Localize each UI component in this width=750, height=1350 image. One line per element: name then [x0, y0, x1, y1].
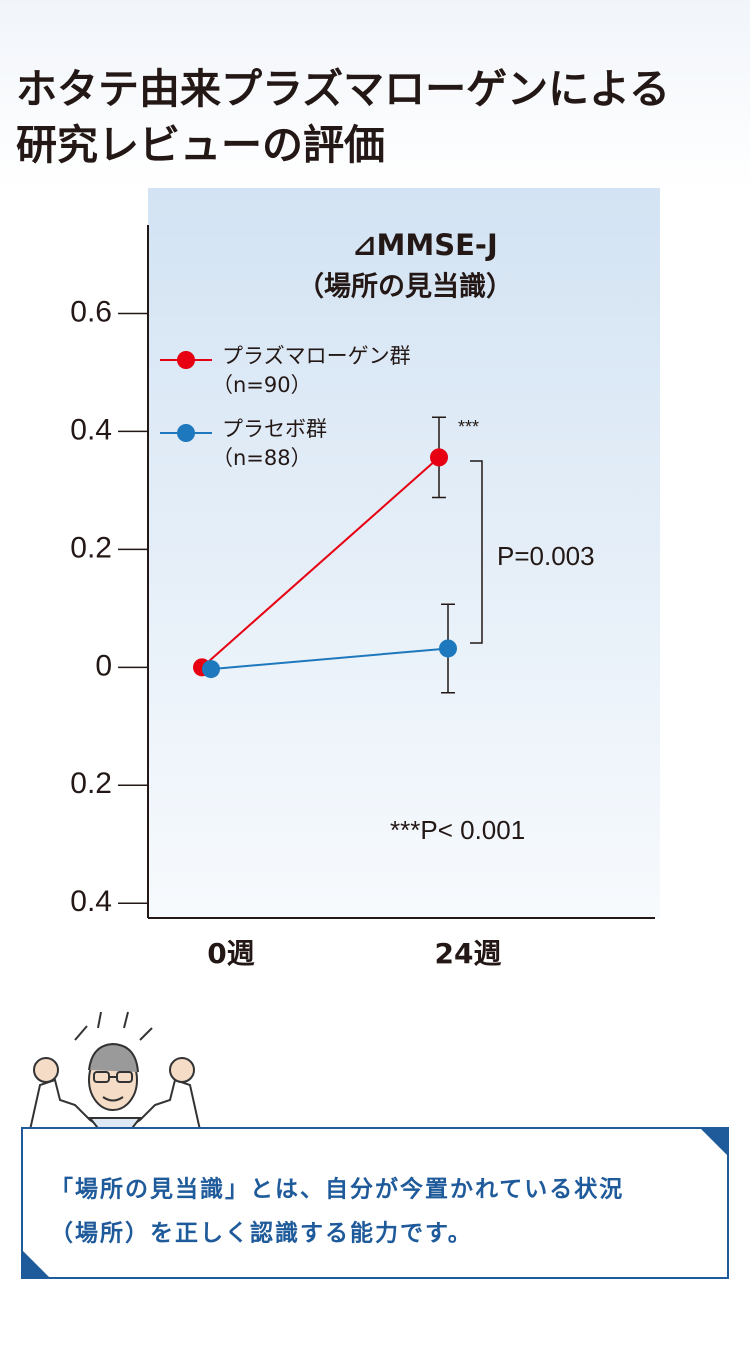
legend-label: プラセボ群: [222, 417, 327, 441]
chart-subtitle: （場所の見当識）: [297, 272, 513, 303]
p-value: P=0.003: [497, 541, 595, 571]
legend-marker: [177, 351, 195, 369]
legend-label: プラズマローゲン群: [222, 344, 411, 368]
legend-sample: （n=88）: [212, 446, 312, 470]
y-tick-label: 0: [95, 649, 112, 682]
y-tick-label: 0.6: [70, 295, 112, 328]
y-tick-label: 0.2: [70, 531, 112, 564]
note-box: [21, 1127, 729, 1279]
title-line: 研究レビューの評価: [16, 121, 385, 169]
legend-marker: [177, 424, 195, 442]
series-line: [210, 647, 449, 671]
note-line: 「場所の見当識」とは、自分が今置かれている状況: [50, 1176, 624, 1203]
corner: [700, 1128, 728, 1156]
point: [430, 448, 448, 467]
y-tick-label: 0.4: [70, 413, 112, 446]
title-line: ホタテ由来プラズマローゲンによる: [16, 65, 670, 113]
legend-sample: （n=90）: [212, 373, 312, 397]
chart-title: ⊿MMSE-J: [352, 228, 498, 262]
x-tick-label: 24週: [435, 937, 502, 970]
note-line: （場所）を正しく認識する能力です。: [50, 1220, 473, 1247]
x-tick-label: 0週: [207, 937, 254, 970]
plot-bg: [148, 188, 660, 918]
y-tick-label: 0.2: [70, 767, 112, 800]
point: [202, 660, 220, 679]
series-line: [201, 456, 440, 669]
footnote: ***P< 0.001: [390, 815, 525, 845]
illustration: [29, 1011, 201, 1152]
bracket: [470, 460, 483, 644]
header-bg: [0, 0, 750, 190]
significance: ***: [458, 417, 479, 437]
y-tick-label: 0.4: [70, 885, 112, 918]
point: [439, 639, 457, 658]
corner: [22, 1250, 50, 1278]
